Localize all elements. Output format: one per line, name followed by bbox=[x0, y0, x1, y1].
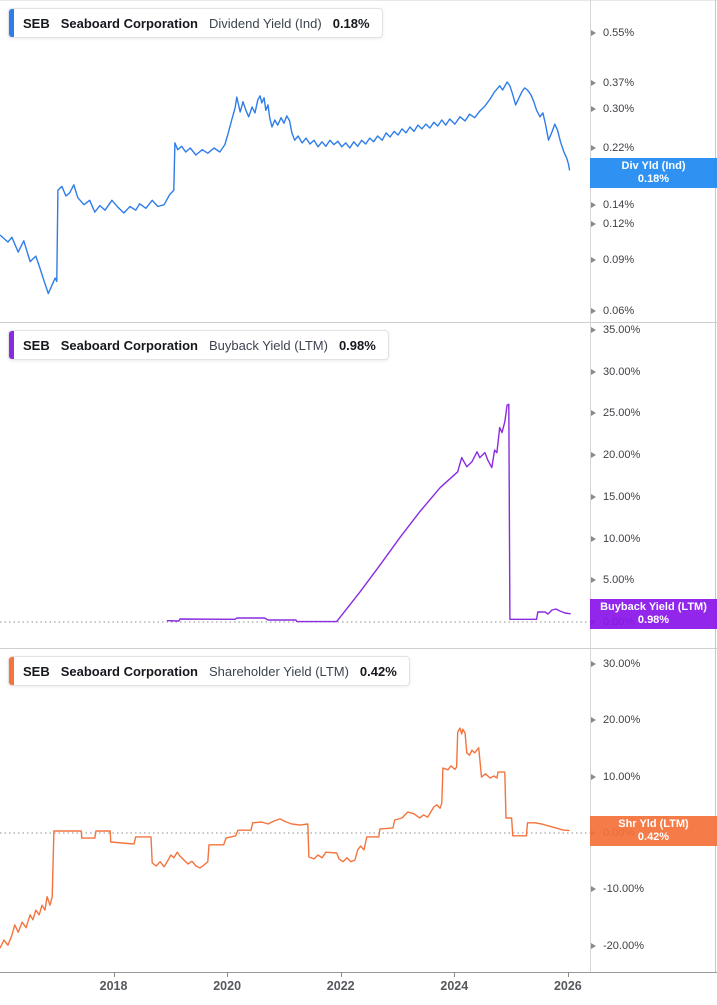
y-axis-tick-mark bbox=[591, 221, 596, 228]
y-axis-tick-mark bbox=[591, 942, 596, 949]
y-axis-tick-mark bbox=[591, 535, 596, 542]
x-axis-year-label: 2026 bbox=[553, 979, 582, 993]
y-axis-tick-label: 5.00% bbox=[603, 574, 635, 587]
y-axis-tick-label: 35.00% bbox=[603, 324, 641, 336]
y-axis-tick-mark bbox=[591, 106, 596, 113]
y-axis-tick-mark bbox=[591, 886, 596, 893]
y-axis-tick-label: -20.00% bbox=[603, 939, 644, 952]
x-axis-year-label: 2022 bbox=[326, 979, 355, 993]
series-color-bar bbox=[9, 331, 14, 359]
y-axis-tick-mark bbox=[591, 660, 596, 667]
y-axis-tick-mark bbox=[591, 79, 596, 86]
y-axis-tick-mark bbox=[591, 308, 596, 315]
y-axis-tick-label: 20.00% bbox=[603, 714, 641, 727]
last-value-badge: Buyback Yield (LTM) 0.98% bbox=[590, 598, 717, 629]
y-axis-tick-label: 0.12% bbox=[603, 218, 635, 231]
x-axis-tick-mark bbox=[340, 972, 342, 977]
line-chart-plot-0 bbox=[0, 81, 571, 295]
last-value-badge: Div Yld (Ind) 0.18% bbox=[590, 158, 717, 189]
metric-name-label: Dividend Yield (Ind) bbox=[208, 15, 322, 31]
last-value-badge: Shr Yld (LTM) 0.42% bbox=[590, 815, 717, 846]
y-axis-tick-mark bbox=[591, 452, 596, 459]
x-axis-line bbox=[0, 972, 717, 973]
y-axis-tick-label: 0.22% bbox=[603, 141, 635, 154]
series-legend-chip-dividend-yield[interactable]: SEB Seaboard Corporation Dividend Yield … bbox=[8, 8, 383, 38]
y-axis-tick-mark bbox=[591, 327, 596, 333]
line-chart-plot-2 bbox=[0, 727, 590, 949]
badge-text: Buyback Yield (LTM) bbox=[600, 600, 707, 613]
y-axis-tick-label: 10.00% bbox=[603, 532, 641, 545]
y-axis-tick-label: 30.00% bbox=[603, 365, 641, 378]
panel-separator bbox=[0, 648, 717, 649]
y-axis-tick-label: 0.09% bbox=[603, 254, 635, 267]
x-axis-tick-mark bbox=[113, 972, 115, 977]
badge-text: 0.98% bbox=[637, 613, 670, 626]
metric-name-label: Shareholder Yield (LTM) bbox=[208, 663, 349, 679]
top-border bbox=[0, 0, 717, 1]
ticker-label: SEB bbox=[23, 15, 50, 31]
company-name-label: Seaboard Corporation bbox=[60, 663, 198, 679]
x-axis-tick-mark bbox=[227, 972, 229, 977]
y-axis-tick-mark bbox=[591, 257, 596, 264]
series-line bbox=[0, 81, 571, 295]
metric-name-label: Buyback Yield (LTM) bbox=[208, 337, 328, 353]
badge-text: 0.18% bbox=[637, 173, 670, 186]
y-axis-line bbox=[590, 0, 591, 972]
line-chart-plot-1 bbox=[0, 403, 590, 623]
series-color-bar bbox=[9, 9, 14, 37]
badge-text: Div Yld (Ind) bbox=[621, 160, 686, 173]
y-axis-tick-mark bbox=[591, 493, 596, 500]
y-axis-tick-label: 15.00% bbox=[603, 490, 641, 503]
x-axis-year-label: 2024 bbox=[440, 979, 469, 993]
y-axis-tick-label: 20.00% bbox=[603, 449, 641, 462]
metric-value-label: 0.18% bbox=[332, 15, 370, 31]
series-legend-chip-buyback-yield[interactable]: SEB Seaboard Corporation Buyback Yield (… bbox=[8, 330, 389, 360]
y-axis-tick-mark bbox=[591, 717, 596, 724]
panel-separator bbox=[0, 322, 717, 323]
company-name-label: Seaboard Corporation bbox=[60, 15, 198, 31]
right-border bbox=[715, 0, 716, 972]
x-axis-tick-mark bbox=[567, 972, 569, 977]
ticker-label: SEB bbox=[23, 337, 50, 353]
y-axis-tick-mark bbox=[591, 201, 596, 208]
company-name-label: Seaboard Corporation bbox=[60, 337, 198, 353]
y-axis-tick-label: 0.06% bbox=[603, 305, 635, 318]
y-axis-tick-label: 0.55% bbox=[603, 26, 635, 39]
x-axis-tick-mark bbox=[454, 972, 456, 977]
y-axis-tick-mark bbox=[591, 410, 596, 417]
x-axis-year-label: 2018 bbox=[99, 979, 128, 993]
y-axis-tick-label: 0.30% bbox=[603, 103, 635, 116]
y-axis-tick-mark bbox=[591, 368, 596, 375]
y-axis-tick-label: 0.14% bbox=[603, 198, 635, 211]
y-axis-tick-label: 10.00% bbox=[603, 770, 641, 783]
series-line bbox=[0, 727, 570, 949]
y-axis-tick-label: 30.00% bbox=[603, 657, 641, 670]
y-axis-tick-label: -10.00% bbox=[603, 883, 644, 896]
y-axis-tick-mark bbox=[591, 773, 596, 780]
series-legend-chip-shareholder-yield[interactable]: SEB Seaboard Corporation Shareholder Yie… bbox=[8, 656, 410, 686]
series-color-bar bbox=[9, 657, 14, 685]
metric-value-label: 0.42% bbox=[359, 663, 397, 679]
x-axis-year-label: 2020 bbox=[213, 979, 242, 993]
y-axis-tick-label: 25.00% bbox=[603, 407, 641, 420]
y-axis-tick-mark bbox=[591, 577, 596, 584]
ticker-label: SEB bbox=[23, 663, 50, 679]
y-axis-tick-mark bbox=[591, 144, 596, 151]
series-line bbox=[166, 403, 571, 623]
y-axis-tick-label: 0.37% bbox=[603, 76, 635, 89]
badge-text: Shr Yld (LTM) bbox=[618, 817, 689, 830]
y-axis-tick-mark bbox=[591, 29, 596, 36]
badge-text: 0.42% bbox=[637, 830, 670, 843]
metric-value-label: 0.98% bbox=[338, 337, 376, 353]
